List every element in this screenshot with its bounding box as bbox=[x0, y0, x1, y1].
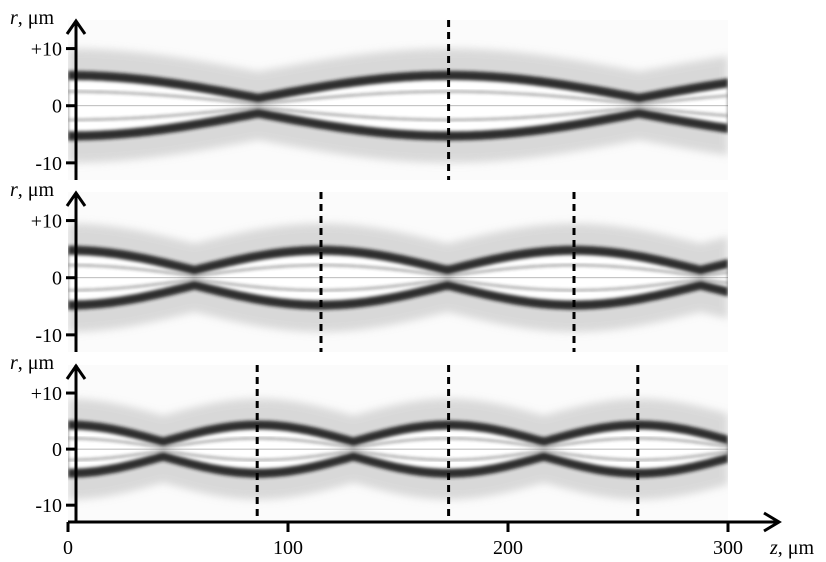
beam-intensity-map bbox=[68, 20, 728, 180]
x-tick-label: 0 bbox=[63, 537, 73, 559]
y-tick-label: +10 bbox=[31, 383, 62, 405]
x-tick-label: 300 bbox=[713, 537, 743, 559]
panel-2: +10 0 -10 r, μm bbox=[10, 179, 728, 352]
y-tick-label: +10 bbox=[31, 211, 62, 233]
x-axis-arrow bbox=[763, 511, 782, 533]
x-axis bbox=[68, 365, 782, 533]
y-axis-arrow bbox=[65, 190, 87, 207]
y-tick-label: 0 bbox=[52, 439, 62, 461]
y-tick-label: -10 bbox=[35, 325, 62, 347]
y-axis-title: r, μm bbox=[10, 7, 55, 29]
beam-intensity-map bbox=[68, 192, 728, 352]
y-axis-arrow bbox=[65, 18, 87, 35]
y-axis-title: r, μm bbox=[10, 179, 55, 201]
y-tick-label: 0 bbox=[52, 268, 62, 290]
beam-intensity-map bbox=[68, 365, 728, 522]
x-tick-label: 200 bbox=[493, 537, 523, 559]
panel-3: +10 0 -10 r, μm bbox=[10, 352, 728, 522]
y-axis-title: r, μm bbox=[10, 352, 55, 374]
y-tick-label: -10 bbox=[35, 495, 62, 517]
y-tick-label: 0 bbox=[52, 96, 62, 118]
y-tick-label: -10 bbox=[35, 153, 62, 175]
y-tick-label: +10 bbox=[31, 39, 62, 61]
x-axis-ticks: 0 100 200 300 bbox=[63, 522, 743, 559]
x-axis-title: z, μm bbox=[769, 537, 815, 559]
panel-1: +10 0 -10 r, μm bbox=[10, 7, 728, 180]
x-tick-label: 100 bbox=[273, 537, 303, 559]
